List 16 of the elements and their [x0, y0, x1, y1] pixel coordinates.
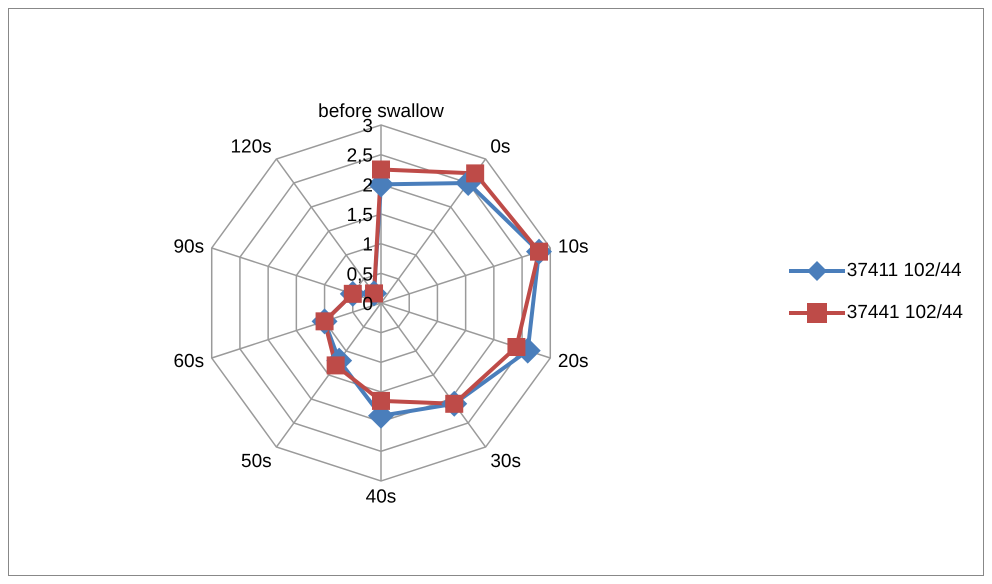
- spoke-label: 30s: [490, 450, 521, 472]
- legend-label: 37411 102/44: [846, 260, 962, 282]
- y-tick-label: 1: [362, 234, 373, 256]
- y-tick-label: 1,5: [346, 205, 373, 226]
- y-tick-label: 0,5: [346, 264, 373, 286]
- spoke-label: 50s: [241, 450, 272, 472]
- spoke-label: 0s: [490, 136, 510, 158]
- spoke-label: 120s: [230, 136, 272, 158]
- spoke-label: 90s: [173, 236, 204, 258]
- spoke-label: 10s: [558, 236, 589, 258]
- y-tick-label: 2,5: [346, 146, 373, 167]
- spoke-label: 40s: [366, 486, 396, 508]
- legend-label: 37441 102/44: [846, 302, 963, 324]
- y-tick-label: 2: [362, 175, 373, 196]
- spoke-label: 60s: [173, 351, 204, 372]
- spoke-label: 20s: [558, 351, 589, 372]
